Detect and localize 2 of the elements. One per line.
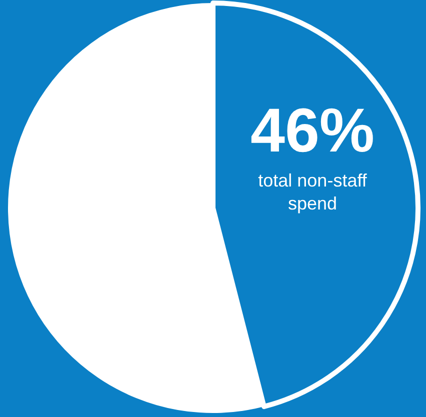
slice-label: total non-staff spend [258,170,368,214]
data-label: 46% [250,96,375,166]
